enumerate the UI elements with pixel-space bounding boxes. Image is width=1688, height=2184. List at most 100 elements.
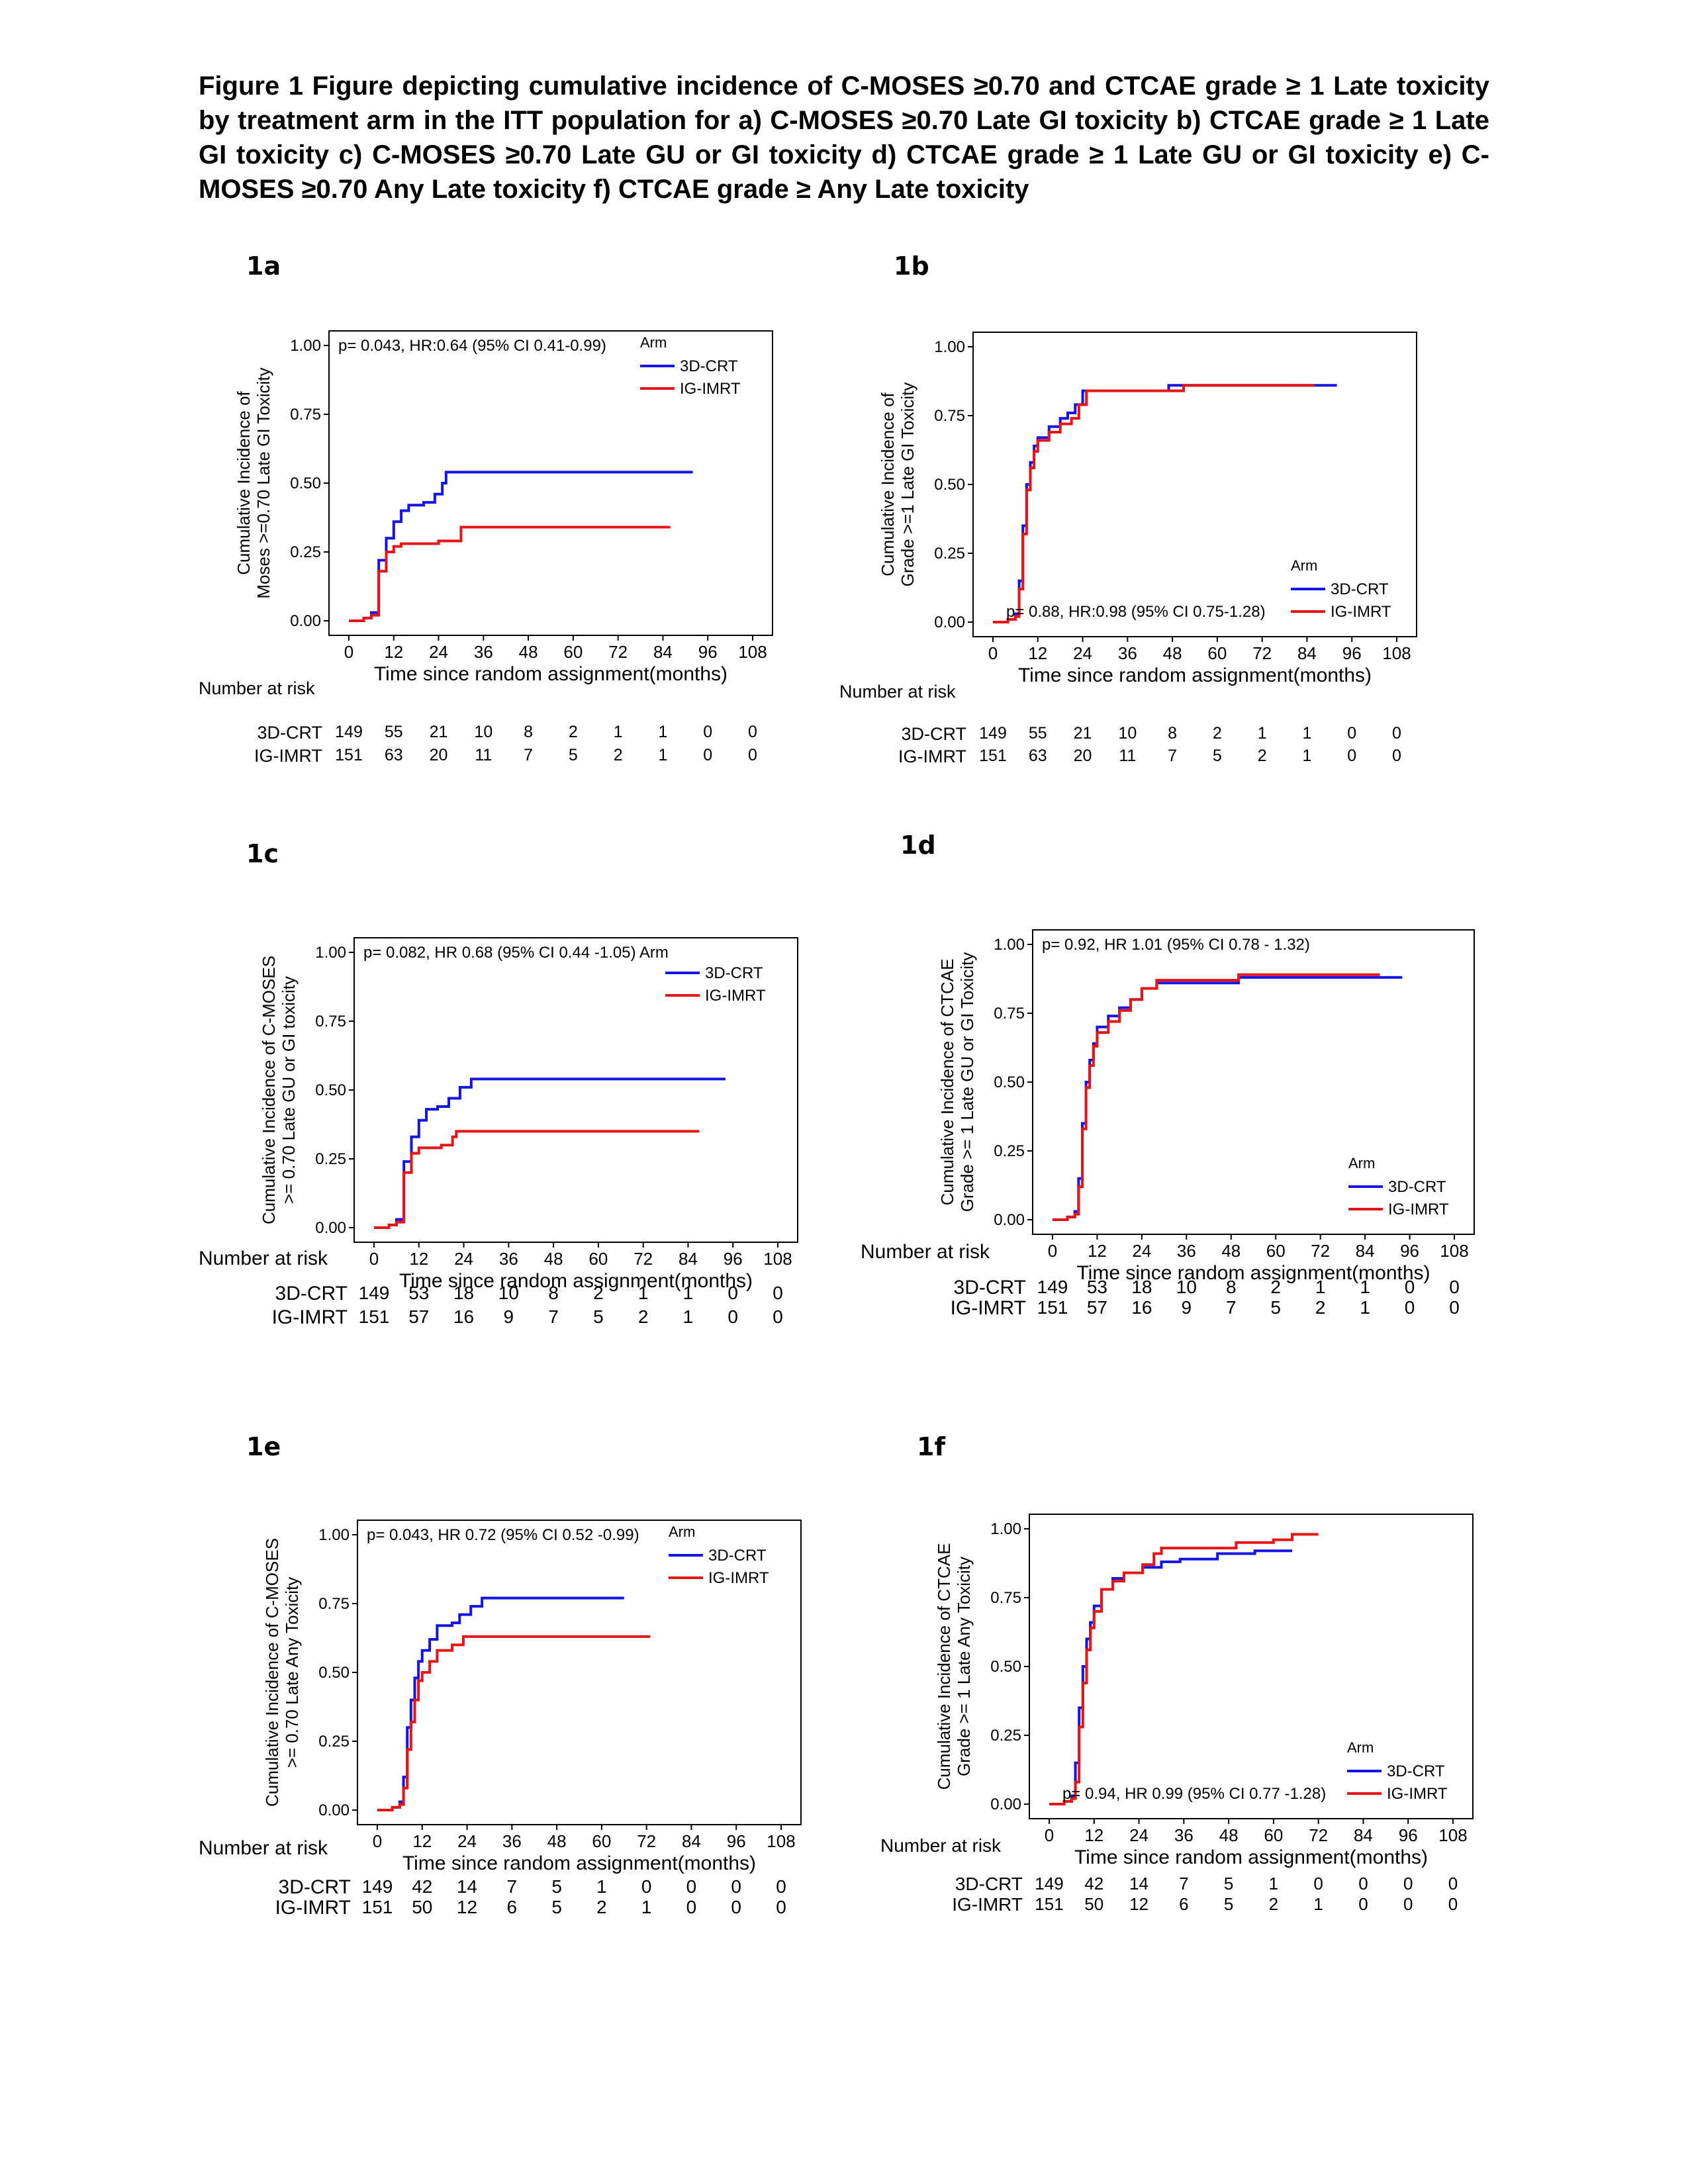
y-axis-label-line: Cumulative Incidence of bbox=[234, 390, 254, 574]
x-tick-label: 96 bbox=[724, 1249, 743, 1269]
risk-cell: 14 bbox=[1129, 1874, 1149, 1893]
y-tick-label: 0.50 bbox=[318, 1664, 350, 1682]
risk-cell: 1 bbox=[1315, 1277, 1326, 1297]
risk-cell: 42 bbox=[1084, 1874, 1104, 1893]
y-tick-label: 0.25 bbox=[934, 545, 965, 563]
risk-cell: 8 bbox=[548, 1283, 559, 1303]
x-tick-label: 84 bbox=[679, 1249, 698, 1269]
x-tick-label: 0 bbox=[1048, 1241, 1057, 1261]
risk-cell: 149 bbox=[1035, 1874, 1064, 1893]
series-line-3D-CRT bbox=[993, 384, 1337, 623]
legend-label: 3D-CRT bbox=[1387, 1762, 1445, 1780]
risk-cell: 2 bbox=[596, 1897, 607, 1917]
plot-frame bbox=[328, 330, 773, 636]
risk-cell: 2 bbox=[568, 723, 578, 741]
risk-cell: 53 bbox=[1086, 1277, 1108, 1297]
x-tick-label: 84 bbox=[1297, 643, 1317, 663]
series-line-IG-IMRT bbox=[377, 1635, 651, 1811]
y-tick-label: 0.25 bbox=[318, 1733, 350, 1751]
risk-cell: 0 bbox=[748, 723, 757, 741]
risk-cell: 63 bbox=[384, 746, 403, 764]
legend-label: IG-IMRT bbox=[1387, 1785, 1448, 1803]
panel-label: 1a bbox=[246, 251, 281, 281]
risk-cell: 20 bbox=[429, 746, 448, 764]
risk-cell: 20 bbox=[1073, 747, 1092, 765]
y-axis-label-line: Cumulative Incidence of C-MOSES bbox=[262, 1538, 282, 1807]
legend-label: 3D-CRT bbox=[1388, 1178, 1446, 1196]
risk-cell: 42 bbox=[412, 1876, 433, 1897]
risk-cell: 151 bbox=[979, 747, 1007, 765]
risk-cell: 1 bbox=[596, 1876, 607, 1897]
risk-cell: 0 bbox=[1313, 1874, 1323, 1893]
risk-row-arm-label: 3D-CRT bbox=[275, 1283, 348, 1304]
risk-cell: 10 bbox=[1118, 724, 1137, 743]
x-tick-label: 108 bbox=[738, 642, 767, 662]
x-tick-label: 60 bbox=[563, 642, 583, 662]
series-line-3D-CRT bbox=[349, 471, 693, 622]
y-tick-label: 0.50 bbox=[315, 1081, 346, 1099]
risk-cell: 57 bbox=[408, 1306, 430, 1327]
risk-cell: 0 bbox=[727, 1306, 738, 1327]
legend-label: 3D-CRT bbox=[705, 964, 763, 982]
legend-title: Arm bbox=[1347, 1739, 1374, 1756]
y-axis-label: Cumulative Incidence of C-MOSES>= 0.70 L… bbox=[259, 956, 299, 1224]
x-tick-label: 12 bbox=[1084, 1825, 1103, 1845]
y-tick-label: 0.50 bbox=[290, 475, 321, 492]
series-line-3D-CRT bbox=[1053, 976, 1403, 1221]
x-tick-label: 12 bbox=[1028, 643, 1047, 663]
km-chart-1f: 0.00 0.25 0.50 0.75 1.00 0 12 24 36 48 60 72 84 96 108… bbox=[934, 1514, 1474, 1868]
risk-table-title: Number at risk bbox=[880, 1835, 1002, 1856]
series-line-IG-IMRT bbox=[349, 525, 671, 622]
risk-cell: 8 bbox=[1225, 1277, 1237, 1297]
y-tick-label: 0.75 bbox=[990, 1589, 1021, 1607]
panel-label: 1d bbox=[900, 831, 936, 860]
risk-table-title: Number at risk bbox=[199, 678, 315, 698]
risk-cell: 0 bbox=[1404, 1277, 1415, 1297]
x-tick-label: 36 bbox=[502, 1831, 522, 1851]
y-tick-label: 0.75 bbox=[934, 407, 965, 425]
risk-cell: 1 bbox=[1268, 1874, 1279, 1893]
x-tick-label: 96 bbox=[727, 1831, 746, 1851]
y-tick-label: 0.25 bbox=[994, 1142, 1025, 1160]
series-line-3D-CRT bbox=[374, 1077, 726, 1229]
legend-title: Arm bbox=[669, 1524, 695, 1540]
legend-label: 3D-CRT bbox=[680, 357, 738, 375]
risk-cell: 2 bbox=[637, 1306, 649, 1327]
risk-cell: 149 bbox=[361, 1876, 393, 1897]
x-tick-label: 24 bbox=[1132, 1241, 1151, 1261]
y-axis-label: Cumulative Incidence of C-MOSES>= 0.70 L… bbox=[262, 1538, 302, 1807]
x-tick-label: 12 bbox=[409, 1249, 428, 1269]
risk-cell: 0 bbox=[686, 1876, 697, 1897]
annotation-text: p= 0.043, HR:0.64 (95% CI 0.41-0.99) bbox=[338, 337, 606, 355]
risk-table-title: Number at risk bbox=[199, 1837, 328, 1859]
x-tick-label: 108 bbox=[1382, 643, 1411, 663]
x-axis-label: Time since random assignment(months) bbox=[402, 1852, 756, 1874]
x-tick-label: 72 bbox=[608, 642, 628, 662]
x-tick-label: 24 bbox=[1073, 643, 1092, 663]
risk-cell: 14 bbox=[456, 1876, 478, 1897]
risk-cell: 7 bbox=[548, 1306, 559, 1327]
x-tick-label: 36 bbox=[1174, 1825, 1194, 1845]
risk-cell: 5 bbox=[593, 1306, 604, 1327]
y-tick-label: 0.00 bbox=[934, 614, 965, 631]
risk-cell: 2 bbox=[1212, 724, 1222, 743]
x-tick-label: 24 bbox=[454, 1249, 473, 1269]
x-tick-label: 0 bbox=[373, 1831, 382, 1851]
y-tick-label: 0.25 bbox=[315, 1150, 346, 1168]
risk-row-arm-label: IG-IMRT bbox=[952, 1894, 1023, 1915]
risk-cell: 6 bbox=[506, 1897, 518, 1917]
risk-cell: 10 bbox=[1176, 1277, 1197, 1297]
y-tick-label: 0.50 bbox=[934, 476, 965, 494]
risk-cell: 18 bbox=[453, 1283, 475, 1303]
annotation-text: p= 0.043, HR 0.72 (95% CI 0.52 -0.99) bbox=[367, 1526, 639, 1544]
risk-cell: 7 bbox=[1179, 1874, 1189, 1893]
risk-cell: 1 bbox=[613, 723, 623, 741]
y-axis-label-line: Cumulative Incidence of CTCAE bbox=[937, 959, 957, 1206]
legend-label: IG-IMRT bbox=[1388, 1201, 1449, 1218]
x-tick-label: 24 bbox=[429, 642, 448, 662]
risk-cell: 55 bbox=[384, 723, 403, 741]
x-tick-label: 0 bbox=[1045, 1825, 1054, 1845]
risk-cell: 5 bbox=[1223, 1874, 1234, 1893]
risk-cell: 149 bbox=[979, 724, 1007, 743]
series-line-IG-IMRT bbox=[1053, 973, 1380, 1221]
